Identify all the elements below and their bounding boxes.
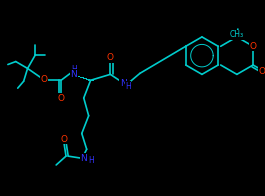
- Text: N: N: [80, 154, 87, 163]
- Text: O: O: [107, 53, 114, 62]
- Text: O: O: [60, 135, 68, 144]
- Text: H: H: [125, 82, 131, 91]
- Text: N: N: [120, 79, 126, 88]
- Text: CH₃: CH₃: [230, 30, 244, 39]
- Text: O: O: [259, 67, 265, 76]
- Text: H: H: [71, 65, 77, 74]
- Text: O: O: [58, 93, 65, 103]
- Text: N: N: [70, 70, 77, 79]
- Text: H: H: [88, 156, 94, 165]
- Text: O: O: [41, 75, 48, 84]
- Text: O: O: [250, 42, 257, 51]
